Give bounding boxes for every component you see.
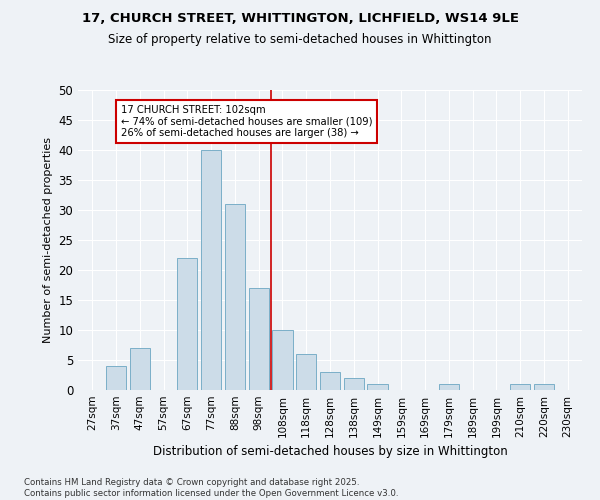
Bar [272, 330, 293, 390]
Bar [225, 204, 245, 390]
Bar [106, 366, 126, 390]
Text: 17, CHURCH STREET, WHITTINGTON, LICHFIELD, WS14 9LE: 17, CHURCH STREET, WHITTINGTON, LICHFIEL… [82, 12, 518, 26]
Bar [367, 384, 388, 390]
Bar [296, 354, 316, 390]
Bar [248, 288, 269, 390]
Text: Contains HM Land Registry data © Crown copyright and database right 2025.
Contai: Contains HM Land Registry data © Crown c… [24, 478, 398, 498]
Bar [439, 384, 459, 390]
Bar [510, 384, 530, 390]
Text: 17 CHURCH STREET: 102sqm
← 74% of semi-detached houses are smaller (109)
26% of : 17 CHURCH STREET: 102sqm ← 74% of semi-d… [121, 105, 372, 138]
X-axis label: Distribution of semi-detached houses by size in Whittington: Distribution of semi-detached houses by … [152, 446, 508, 458]
Bar [534, 384, 554, 390]
Bar [320, 372, 340, 390]
Bar [177, 258, 197, 390]
Y-axis label: Number of semi-detached properties: Number of semi-detached properties [43, 137, 53, 343]
Bar [130, 348, 150, 390]
Bar [201, 150, 221, 390]
Bar [344, 378, 364, 390]
Text: Size of property relative to semi-detached houses in Whittington: Size of property relative to semi-detach… [108, 32, 492, 46]
